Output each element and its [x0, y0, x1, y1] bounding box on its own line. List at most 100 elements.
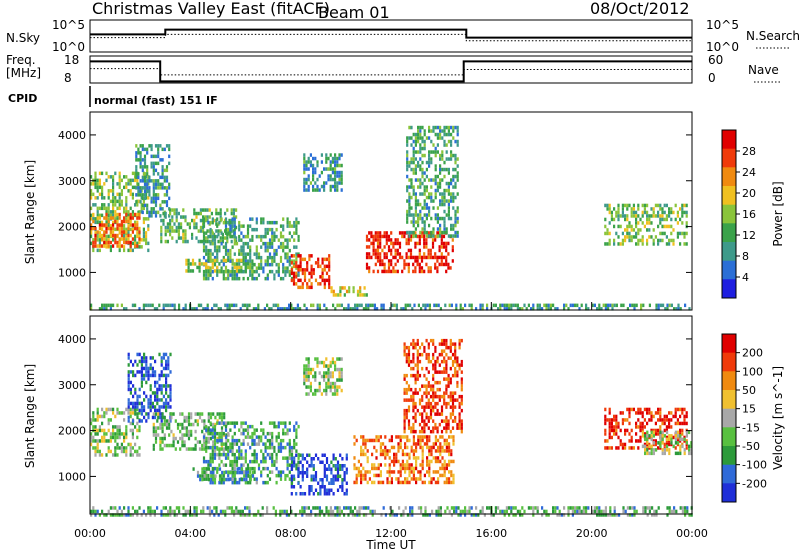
heatmap-cell: [622, 204, 624, 208]
heatmap-cell: [633, 204, 635, 208]
heatmap-cell: [243, 249, 245, 253]
heatmap-cell: [428, 210, 430, 214]
heatmap-cell: [123, 220, 125, 224]
heatmap-cell: [609, 211, 611, 215]
heatmap-cell: [300, 268, 302, 272]
heatmap-cell: [448, 182, 450, 186]
heatmap-cell: [127, 182, 129, 186]
heatmap-cell: [157, 433, 159, 437]
heatmap-cell: [295, 492, 297, 496]
heatmap-cell: [430, 460, 432, 464]
heatmap-cell: [323, 389, 325, 393]
heatmap-cell: [324, 492, 326, 496]
heatmap-cell: [135, 169, 137, 173]
heatmap-cell: [158, 304, 160, 308]
heatmap-cell: [459, 346, 461, 350]
heatmap-cell: [368, 231, 370, 235]
heatmap-cell: [449, 304, 451, 308]
heatmap-cell: [205, 442, 207, 446]
heatmap-cell: [184, 233, 186, 237]
heatmap-cell: [454, 168, 456, 172]
noise-tick-bottom-left: 10^0: [52, 40, 85, 54]
heatmap-cell: [169, 353, 171, 357]
heatmap-cell: [446, 446, 448, 450]
heatmap-cell: [211, 510, 213, 514]
heatmap-cell: [214, 432, 216, 436]
heatmap-cell: [112, 234, 114, 238]
heatmap-cell: [419, 185, 421, 189]
heatmap-cell: [215, 506, 217, 510]
heatmap-cell: [646, 221, 648, 225]
heatmap-cell: [393, 456, 395, 460]
heatmap-cell: [404, 477, 406, 481]
heatmap-cell: [426, 470, 428, 474]
heatmap-cell: [219, 416, 221, 420]
heatmap-cell: [225, 228, 227, 232]
heatmap-cell: [421, 161, 423, 165]
heatmap-cell: [459, 363, 461, 367]
heatmap-cell: [231, 240, 233, 244]
heatmap-cell: [415, 213, 417, 217]
heatmap-cell: [240, 231, 242, 235]
heatmap-cell: [236, 442, 238, 446]
heatmap-cell: [441, 150, 443, 154]
heatmap-cell: [426, 412, 428, 416]
heatmap-cell: [664, 232, 666, 236]
heatmap-cell: [167, 226, 169, 230]
heatmap-cell: [94, 425, 96, 429]
heatmap-cell: [443, 349, 445, 353]
heatmap-cell: [134, 425, 136, 429]
heatmap-cell: [648, 445, 650, 449]
heatmap-cell: [238, 269, 240, 273]
heatmap-cell: [332, 371, 334, 375]
heatmap-cell: [295, 442, 297, 446]
heatmap-cell: [439, 203, 441, 207]
heatmap-cell: [262, 266, 264, 270]
heatmap-cell: [306, 268, 308, 272]
heatmap-cell: [439, 168, 441, 172]
heatmap-cell: [273, 221, 275, 225]
heatmap-cell: [311, 475, 313, 479]
heatmap-cell: [99, 172, 101, 176]
heatmap-cell: [390, 249, 392, 253]
heatmap-cell: [615, 422, 617, 426]
heatmap-cell: [265, 460, 267, 464]
heatmap-cell: [430, 140, 432, 144]
heatmap-cell: [314, 157, 316, 161]
heatmap-cell: [210, 252, 212, 256]
heatmap-cell: [221, 471, 223, 475]
heatmap-cell: [164, 419, 166, 423]
heatmap-cell: [626, 228, 628, 232]
heatmap-cell: [137, 151, 139, 155]
heatmap-cell: [389, 439, 391, 443]
heatmap-cell: [169, 233, 171, 237]
heatmap-cell: [330, 471, 332, 475]
heatmap-cell: [434, 238, 436, 242]
heatmap-cell: [140, 158, 142, 162]
heatmap-cell: [401, 235, 403, 239]
heatmap-cell: [132, 230, 134, 234]
heatmap-cell: [370, 231, 372, 235]
heatmap-cell: [644, 207, 646, 211]
heatmap-cell: [116, 223, 118, 227]
heatmap-cell: [495, 304, 497, 308]
heatmap-cell: [260, 435, 262, 439]
heatmap-cell: [185, 510, 187, 514]
heatmap-cell: [123, 432, 125, 436]
heatmap-cell: [404, 467, 406, 471]
heatmap-cell: [280, 474, 282, 478]
heatmap-cell: [178, 212, 180, 216]
heatmap-cell: [243, 235, 245, 239]
heatmap-cell: [317, 492, 319, 496]
heatmap-cell: [650, 214, 652, 218]
heatmap-cell: [229, 231, 231, 235]
heatmap-cell: [143, 221, 145, 225]
heatmap-cell: [435, 150, 437, 154]
heatmap-cell: [419, 133, 421, 137]
heatmap-cell: [181, 433, 183, 437]
heatmap-cell: [179, 430, 181, 434]
heatmap-cell: [267, 446, 269, 450]
heatmap-cell: [199, 474, 201, 478]
heatmap-cell: [436, 259, 438, 263]
heatmap-cell: [406, 199, 408, 203]
